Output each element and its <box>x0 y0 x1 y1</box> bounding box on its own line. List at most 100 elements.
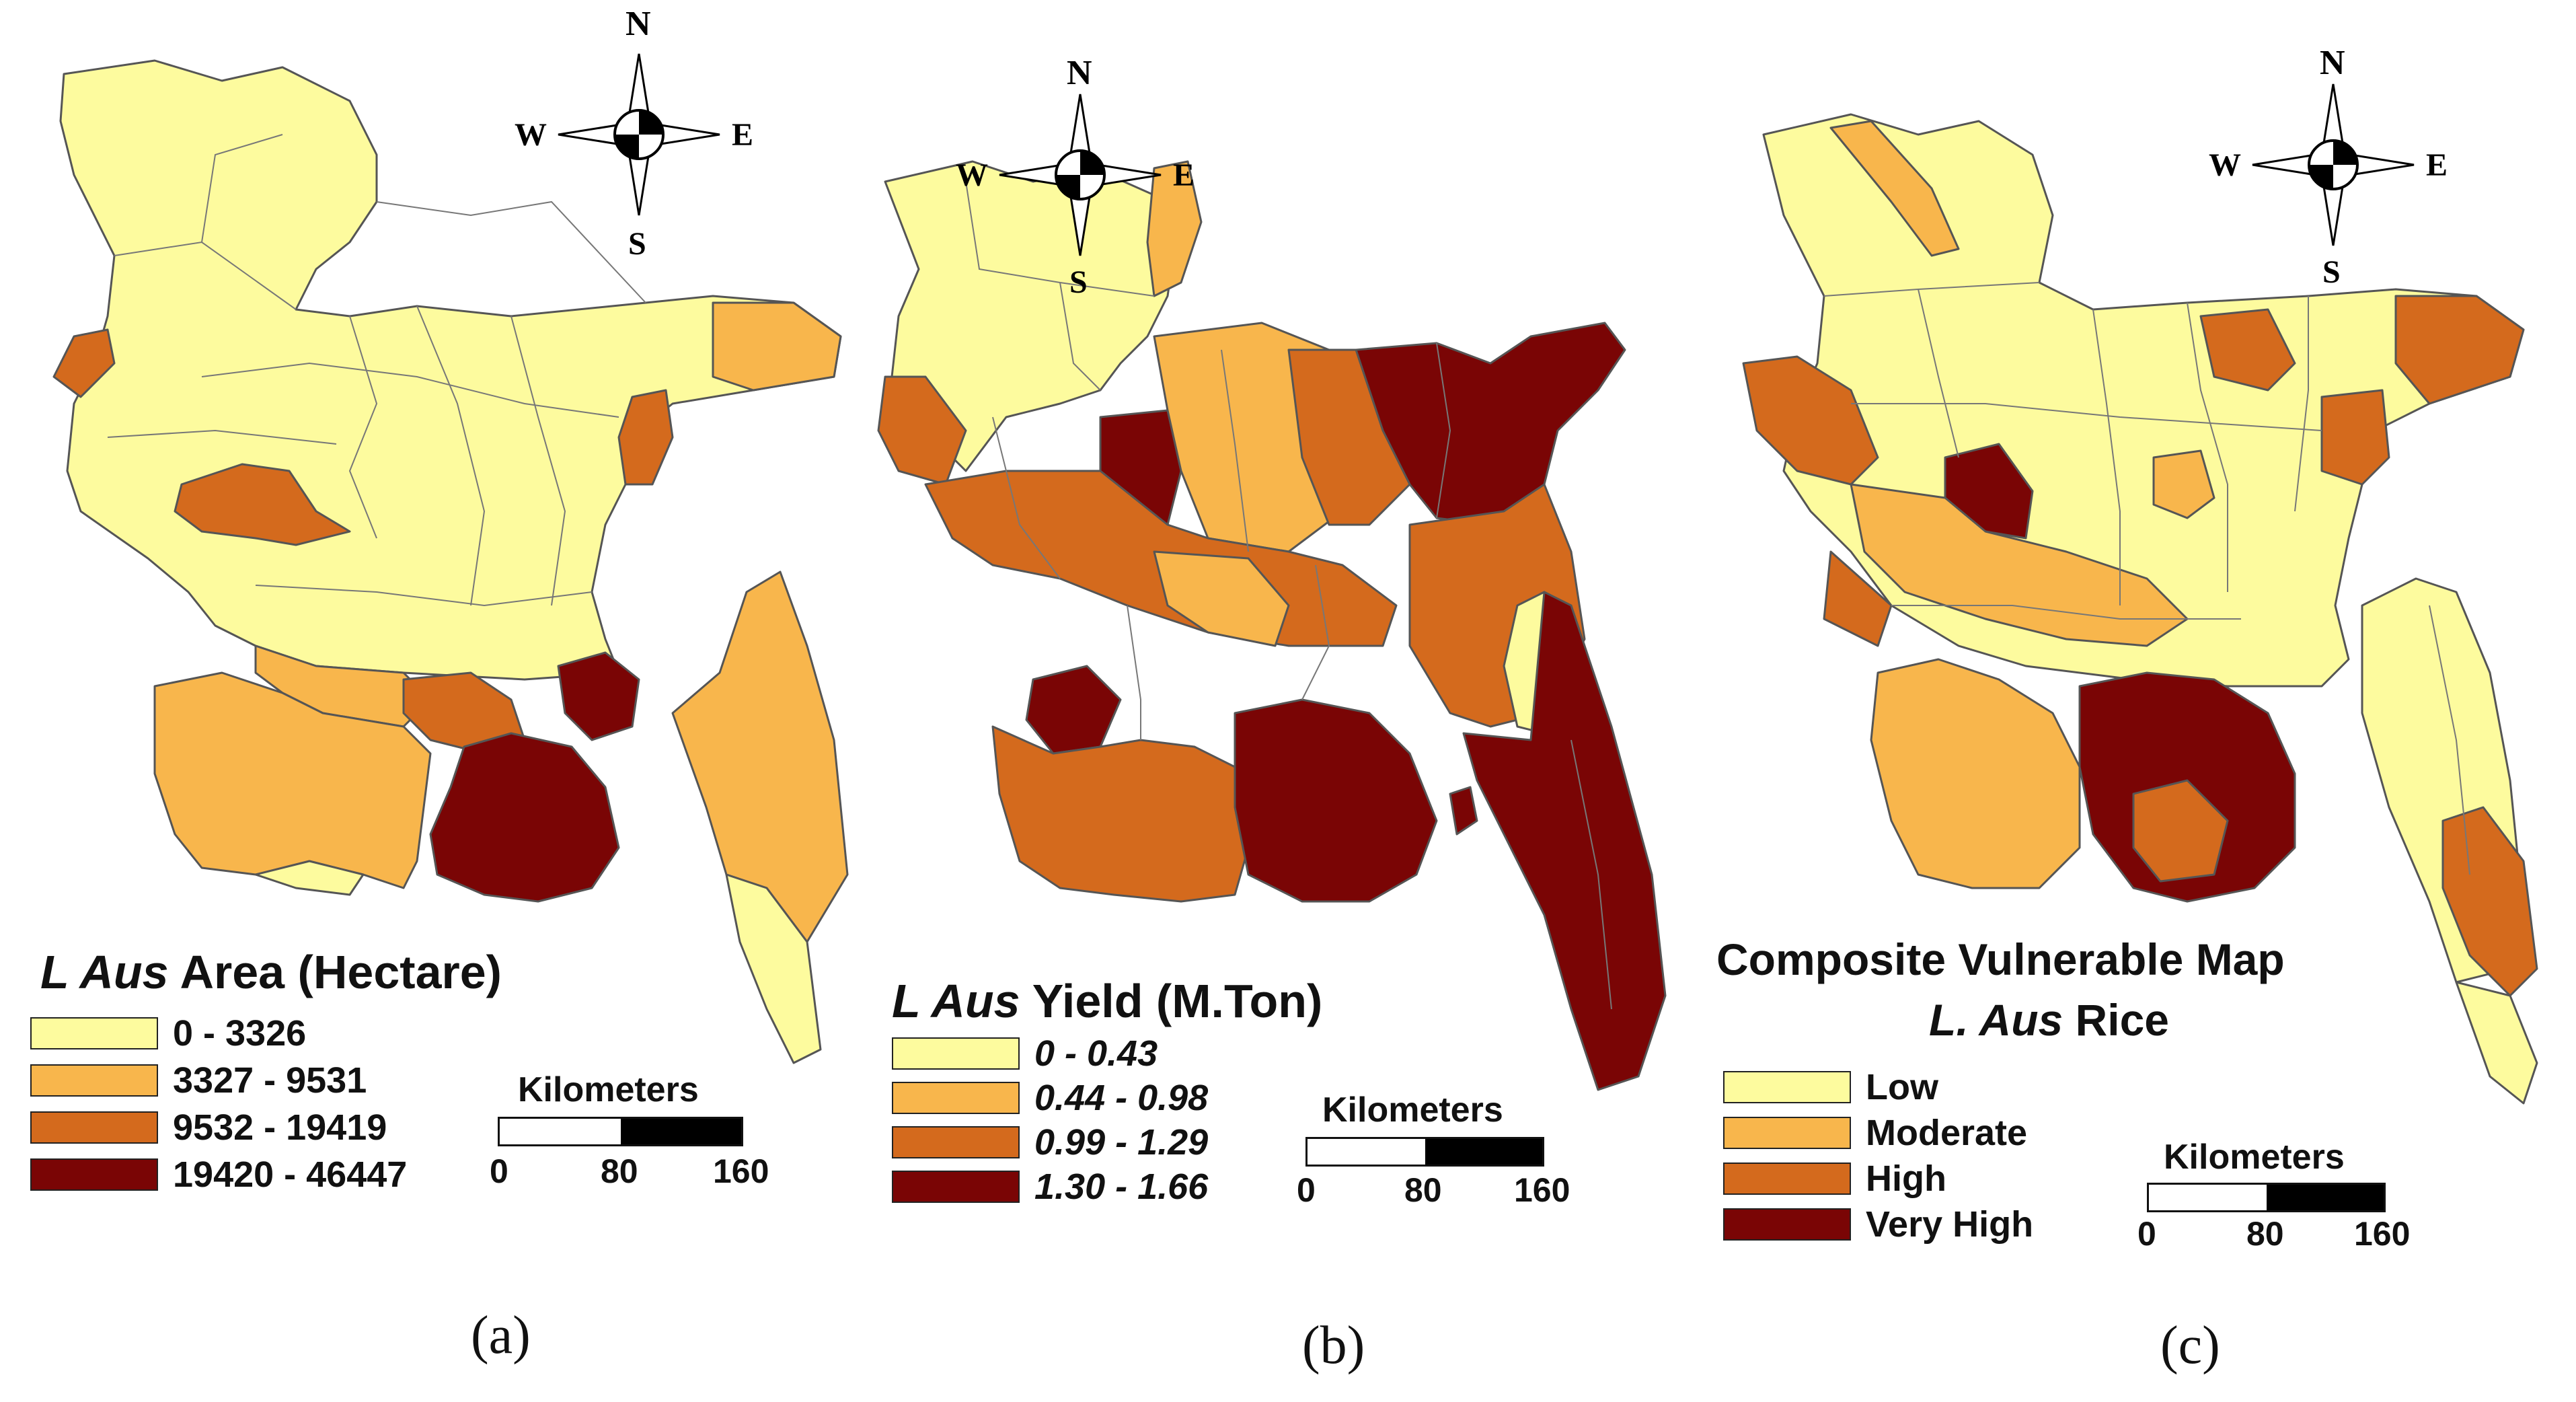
legend-swatch <box>1723 1071 1851 1103</box>
region-northeast-orange-1[interactable] <box>2199 308 2296 392</box>
scale-tick-0: 0 <box>490 1152 508 1190</box>
region-middle-light[interactable] <box>1153 550 1290 647</box>
region-middle-dark-orange[interactable] <box>1823 550 1893 647</box>
region-southeast-orange[interactable] <box>2441 806 2538 997</box>
legend-label: 0 - 0.43 <box>1034 1033 1158 1074</box>
compass-s: S <box>1069 264 1088 300</box>
compass-e: E <box>2426 147 2448 183</box>
region-west-orange[interactable] <box>1742 355 1879 486</box>
legend-label: Moderate <box>1866 1113 2028 1153</box>
district-lines <box>107 134 646 607</box>
caption-a: (a) <box>471 1306 531 1365</box>
legend-title-c-line2: L. Aus Rice <box>1929 995 2169 1045</box>
compass-n: N <box>2320 44 2345 82</box>
region-west[interactable] <box>52 328 116 398</box>
legend-title-b: L Aus Yield (M.Ton) <box>892 975 1323 1027</box>
compass-rose: N S W E <box>956 54 1195 300</box>
legend-row-b4: 1.30 - 1.66 <box>892 1167 1208 1207</box>
region-delta-northeast[interactable] <box>557 651 640 741</box>
legend-row-a2: 3327 - 9531 <box>30 1060 367 1101</box>
region-far-southwest[interactable] <box>254 860 365 896</box>
scale-tick-160: 160 <box>713 1152 769 1190</box>
legend-row-c1: Low <box>1723 1067 1938 1107</box>
map-panel-a: N S W E L Aus Area (Hectare) 0 - 3326 33… <box>0 0 858 1402</box>
map-c-svg: N S W E <box>1742 44 2538 1105</box>
region-east-orange[interactable] <box>1287 348 1411 526</box>
map-b-svg: N S W E <box>877 54 1667 1091</box>
legend-label: 9532 - 19419 <box>173 1107 387 1148</box>
region-north-east-dark[interactable] <box>1355 322 1626 526</box>
legend-label: 0.99 - 1.29 <box>1034 1122 1209 1163</box>
scale-tick-80: 80 <box>1404 1171 1442 1209</box>
region-southwest-orange[interactable] <box>1870 658 2081 889</box>
legend-row-c2: Moderate <box>1723 1113 2027 1153</box>
scalebar-a <box>498 1117 743 1146</box>
compass-n: N <box>1067 54 1092 92</box>
map-a-svg: N S W E <box>52 5 849 1064</box>
scale-tick-160: 160 <box>2354 1215 2411 1253</box>
legend-label: 19420 - 46447 <box>173 1154 408 1195</box>
legend-title-c-line1: Composite Vulnerable Map <box>1716 934 2285 984</box>
region-delta-orange[interactable] <box>2132 779 2229 883</box>
compass-rose: N S W E <box>2209 44 2448 290</box>
compass-w: W <box>515 117 547 153</box>
map-panel-c: N S W E Composite Vulnerable Map L. Aus … <box>1716 0 2575 1402</box>
legend-row-a1: 0 - 3326 <box>30 1013 306 1054</box>
region-southeast-dark[interactable] <box>1462 591 1667 1091</box>
legend-label: Very High <box>1866 1204 2034 1245</box>
scale-title-a: Kilometers <box>518 1070 699 1109</box>
district-lines <box>965 181 1612 1010</box>
legend-label: 0.44 - 0.98 <box>1034 1078 1209 1118</box>
legend-row-c3: High <box>1723 1158 1946 1199</box>
region-central-west[interactable] <box>174 463 351 546</box>
scalebar-c <box>2147 1183 2386 1212</box>
region-delta-dark[interactable] <box>1234 698 1438 903</box>
legend-swatch <box>30 1158 158 1191</box>
compass-e: E <box>732 117 753 153</box>
region-north-light-orange[interactable] <box>1829 120 1960 257</box>
region-west-dark[interactable] <box>1025 665 1122 755</box>
scalebar-b <box>1305 1137 1544 1167</box>
region-southeast-tip[interactable] <box>725 873 822 1064</box>
legend-label: 3327 - 9531 <box>173 1060 367 1101</box>
legend-row-b2: 0.44 - 0.98 <box>892 1078 1208 1118</box>
region-south-west[interactable] <box>991 725 1250 903</box>
legend-label: 1.30 - 1.66 <box>1034 1167 1209 1207</box>
legend-swatch <box>892 1037 1020 1070</box>
compass-e: E <box>1173 157 1195 193</box>
region-southeast[interactable] <box>671 570 849 943</box>
legend-row-a3: 9532 - 19419 <box>30 1107 387 1148</box>
map-panel-b: N S W E L Aus Yield (M.Ton) 0 - 0.43 0.4… <box>858 0 1716 1402</box>
legend-title-a: L Aus Area (Hectare) <box>40 946 502 998</box>
region-east-orange[interactable] <box>2320 389 2390 486</box>
region-northeast[interactable] <box>712 301 842 392</box>
scale-tick-0: 0 <box>1297 1171 1316 1209</box>
region-middle-orange[interactable] <box>1850 483 2189 647</box>
legend-row-b1: 0 - 0.43 <box>892 1033 1158 1074</box>
compass-n: N <box>626 5 651 43</box>
legend-swatch <box>892 1082 1020 1114</box>
scale-title-c: Kilometers <box>2164 1138 2345 1177</box>
legend-swatch <box>1723 1163 1851 1195</box>
region-delta-veryhigh[interactable] <box>429 732 620 903</box>
region-island[interactable] <box>1449 786 1478 836</box>
scale-title-b: Kilometers <box>1322 1091 1503 1130</box>
scale-tick-80: 80 <box>601 1152 638 1190</box>
region-northeast-orange-2[interactable] <box>2394 295 2525 405</box>
scale-tick-160: 160 <box>1514 1171 1570 1209</box>
legend-row-a4: 19420 - 46447 <box>30 1154 408 1195</box>
legend-swatch <box>1723 1208 1851 1241</box>
region-southwest[interactable] <box>153 671 432 889</box>
compass-s: S <box>2322 254 2341 290</box>
legend-label: Low <box>1866 1067 1938 1107</box>
legend-swatch <box>30 1064 158 1097</box>
compass-s: S <box>628 226 646 262</box>
legend-row-b3: 0.99 - 1.29 <box>892 1122 1208 1163</box>
region-north-strip[interactable] <box>1146 160 1203 297</box>
legend-swatch <box>1723 1117 1851 1149</box>
region-far-south-light[interactable] <box>2455 981 2538 1105</box>
legend-row-c4: Very High <box>1723 1204 2034 1245</box>
legend-swatch <box>30 1017 158 1049</box>
region-east-mid[interactable] <box>617 389 674 486</box>
region-center-light[interactable] <box>2152 449 2215 519</box>
